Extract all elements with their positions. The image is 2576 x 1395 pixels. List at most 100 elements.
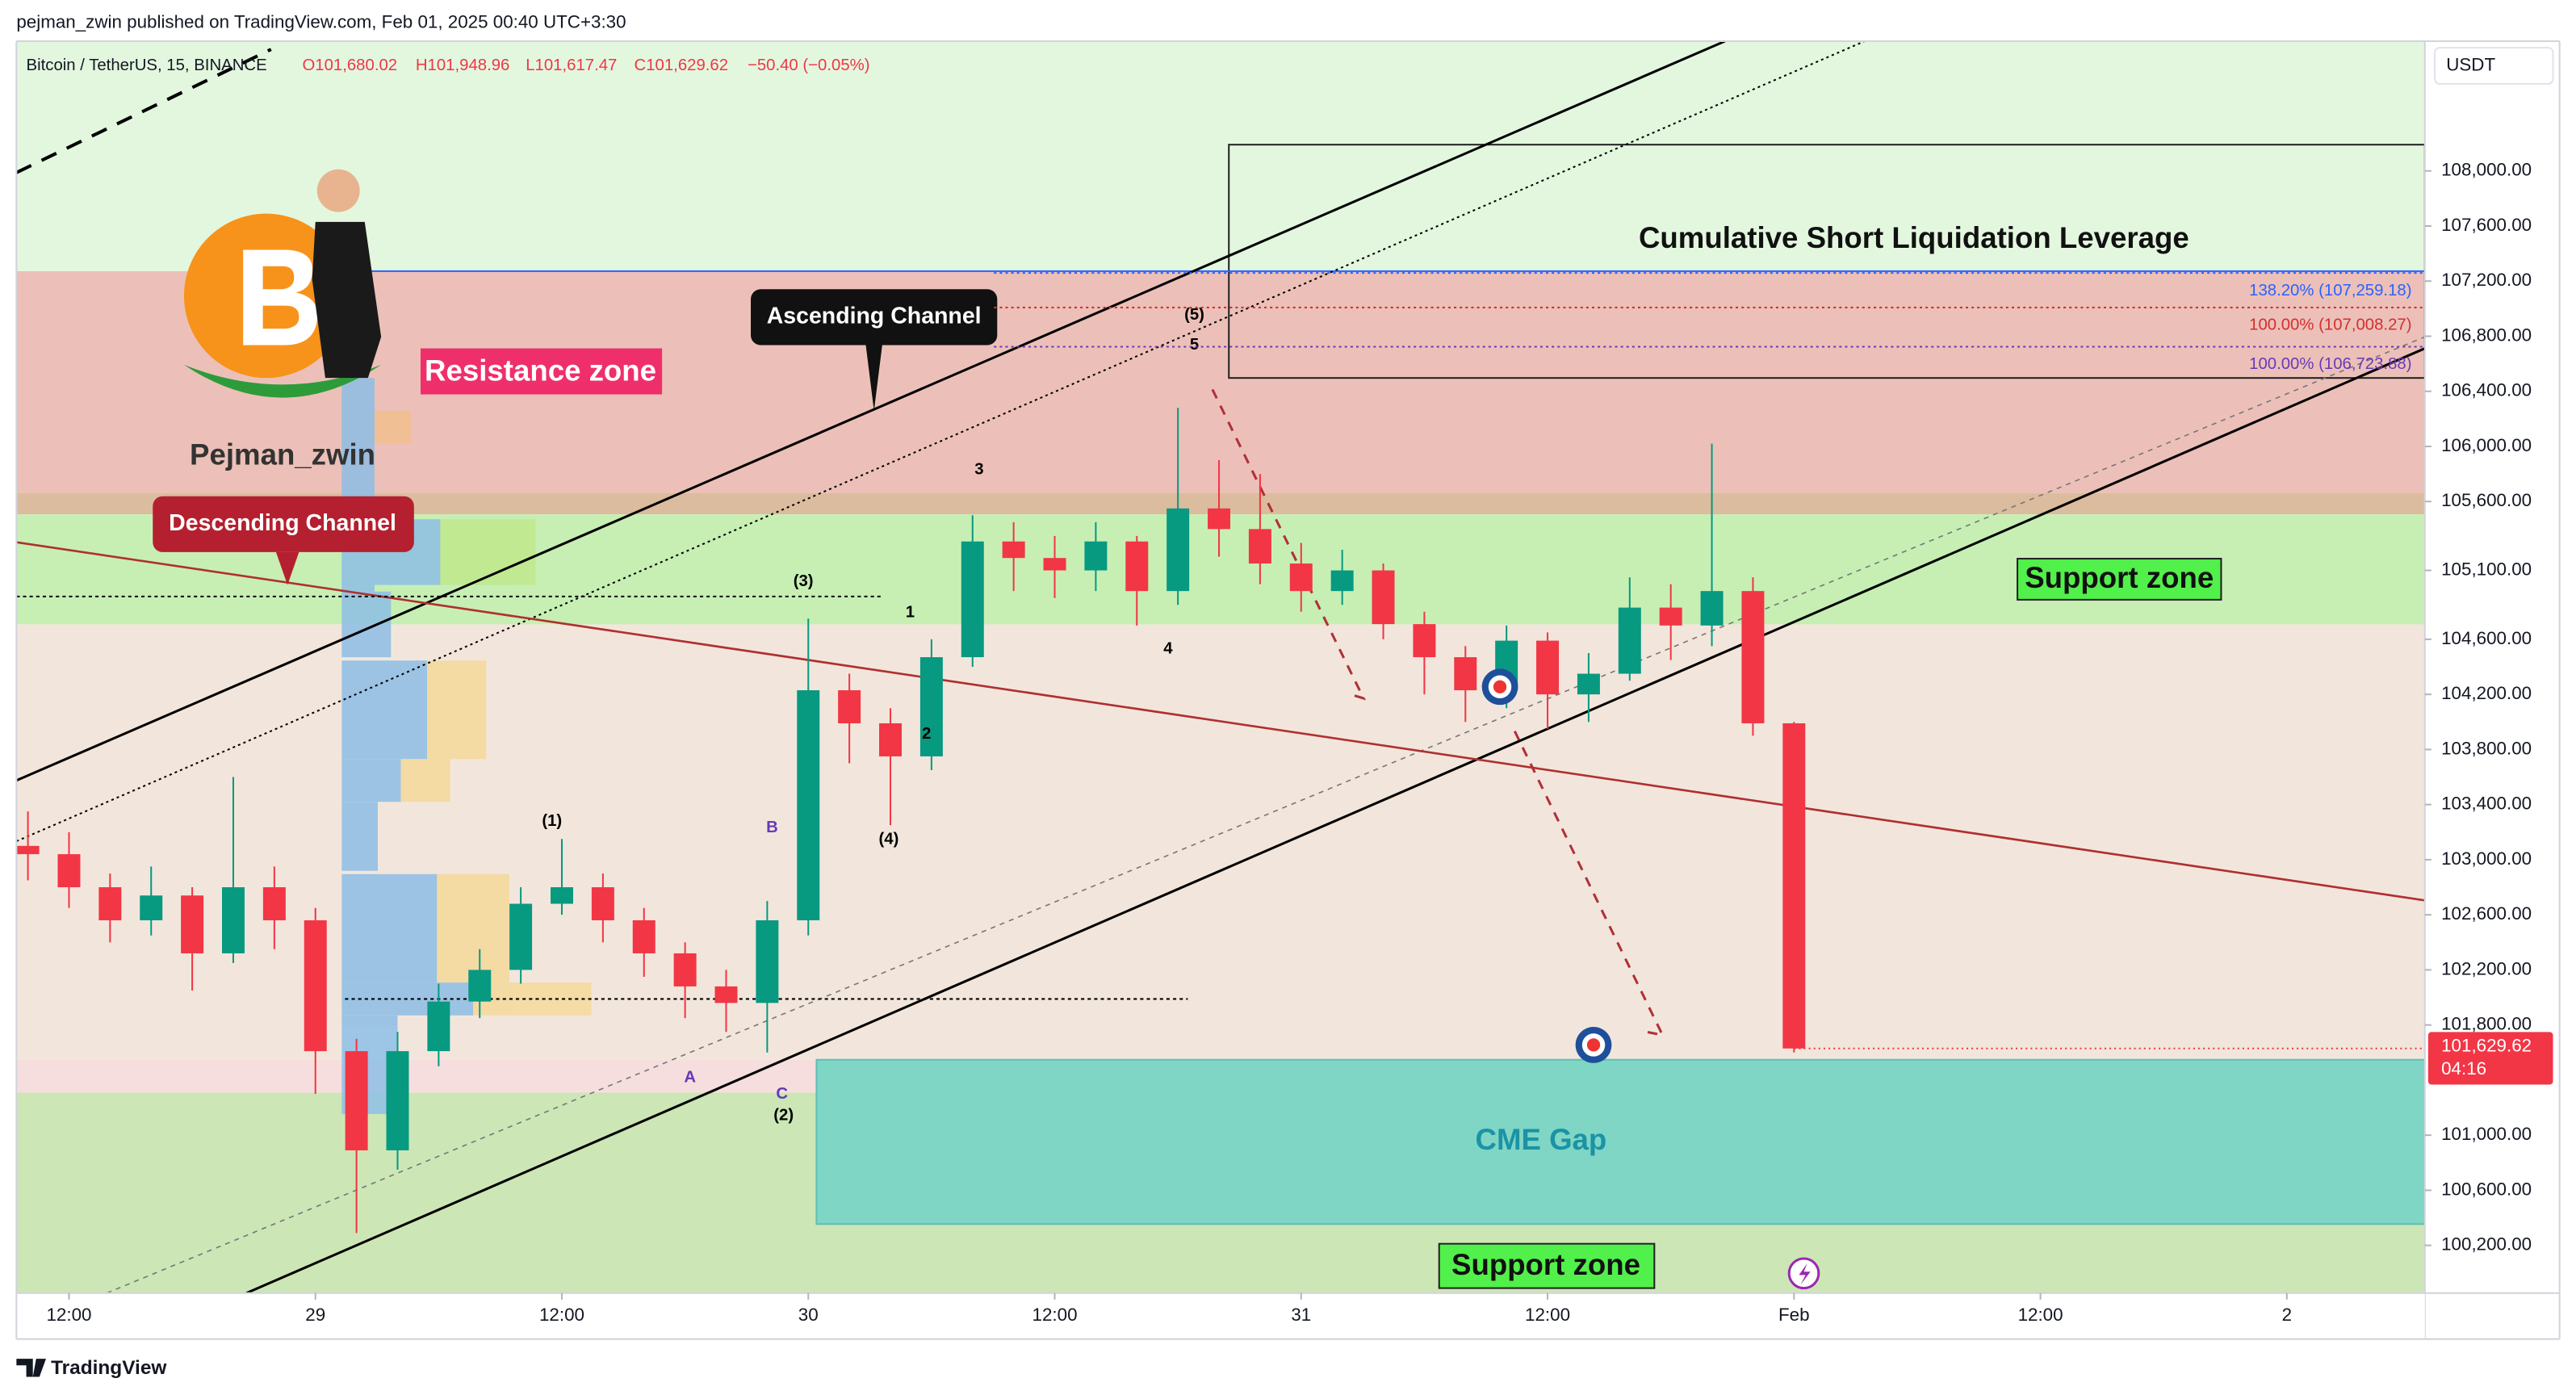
brand-name: Pejman_zwin xyxy=(190,438,375,471)
annotation: Support zone xyxy=(2025,561,2214,594)
candle-body xyxy=(140,895,163,920)
change: −50.40 (−0.05%) xyxy=(748,57,870,74)
y-tick-label: 100,600.00 xyxy=(2441,1179,2532,1199)
candle-body xyxy=(1659,607,1682,626)
candle-body xyxy=(57,854,81,888)
time-axis xyxy=(16,1292,2425,1339)
wave-label: (5) xyxy=(1184,306,1204,324)
candle-body xyxy=(1208,508,1231,530)
wave-label: 5 xyxy=(1190,336,1199,354)
y-tick-label: 104,200.00 xyxy=(2441,683,2532,703)
target-icon xyxy=(1575,1027,1612,1063)
wave-label: 4 xyxy=(1163,639,1173,657)
fib-label: 138.20% (107,259.18) xyxy=(2249,282,2411,300)
candle-body xyxy=(879,723,903,756)
x-tick-label: 29 xyxy=(305,1305,325,1325)
currency-box[interactable] xyxy=(2433,47,2554,85)
channel-line xyxy=(15,40,1866,843)
candle-body xyxy=(386,1051,409,1150)
candle-body xyxy=(262,887,286,920)
drawings xyxy=(15,40,2426,1295)
wave-label: (1) xyxy=(542,812,562,830)
candle-body xyxy=(797,690,820,920)
volume-bar xyxy=(341,759,401,802)
candle-body xyxy=(1248,529,1271,564)
candle-body xyxy=(1084,541,1108,571)
annotation: Descending Channel xyxy=(169,510,396,536)
y-tick-label: 102,200.00 xyxy=(2441,958,2532,978)
wave-label: 2 xyxy=(922,725,931,743)
label-box xyxy=(2017,558,2222,601)
x-tick-label: 12:00 xyxy=(1032,1305,1078,1325)
annotations: Resistance zone Ascending Channel Descen… xyxy=(153,169,2425,1290)
x-tick-label: 12:00 xyxy=(46,1305,91,1325)
candle-body xyxy=(1618,607,1641,674)
last-price-box xyxy=(2427,1032,2553,1085)
label-box xyxy=(751,289,998,346)
candle-body xyxy=(1782,723,1806,1049)
x-tick-label: Feb xyxy=(1778,1305,1810,1325)
candle-body xyxy=(1577,673,1600,695)
candle-body xyxy=(181,895,204,953)
candle-body xyxy=(1536,640,1560,695)
fib-label: 100.00% (106,723.88) xyxy=(2249,355,2411,373)
cme-gap xyxy=(815,1058,2426,1225)
y-tick-label: 100,200.00 xyxy=(2441,1234,2532,1255)
candle-body xyxy=(1741,591,1765,723)
y-tick-label: 105,600.00 xyxy=(2441,490,2532,510)
ohlc: H101,948.96 xyxy=(416,57,510,74)
annotation: Cumulative Short Liquidation Leverage xyxy=(1639,221,2189,254)
y-tick-label: 102,600.00 xyxy=(2441,903,2532,924)
volume-bar xyxy=(374,410,411,444)
publisher: pejman_zwin published on TradingView.com… xyxy=(16,12,626,32)
zone xyxy=(16,40,2425,271)
channel-line xyxy=(15,40,1726,782)
target-icon xyxy=(1481,668,1518,706)
candle-body xyxy=(1289,563,1313,592)
ohlc: L101,617.47 xyxy=(526,57,617,74)
candle-body xyxy=(221,887,245,953)
channel-line xyxy=(106,336,2426,1294)
volume-bar xyxy=(400,759,450,802)
y-tick-label: 106,000.00 xyxy=(2441,435,2532,455)
ohlc: C101,629.62 xyxy=(635,57,729,74)
y-tick-label: 103,000.00 xyxy=(2441,848,2532,869)
projection xyxy=(1211,388,1367,701)
annotation: Ascending Channel xyxy=(767,303,982,329)
label-pointer xyxy=(865,345,882,411)
x-tick-label: 31 xyxy=(1291,1305,1311,1325)
candle-body xyxy=(1454,657,1477,691)
y-tick-label: 108,000.00 xyxy=(2441,160,2532,180)
candle-body xyxy=(673,953,697,987)
volume-bar xyxy=(341,660,428,760)
candle-body xyxy=(1330,570,1354,592)
event-icon xyxy=(1799,1263,1811,1285)
volume-bar xyxy=(437,873,509,983)
label-box xyxy=(1438,1242,1656,1289)
brand-logo xyxy=(183,169,382,398)
candle-body xyxy=(1167,508,1190,592)
candle-body xyxy=(304,920,327,1052)
label-box xyxy=(153,496,414,552)
candle-body xyxy=(98,887,122,920)
candle-body xyxy=(961,541,984,658)
candle-body xyxy=(714,986,738,1003)
candle-body xyxy=(1125,541,1149,592)
volume-bar xyxy=(341,591,392,658)
y-tick-label: 101,000.00 xyxy=(2441,1124,2532,1144)
label-pointer xyxy=(275,551,299,585)
x-tick-label: 12:00 xyxy=(1525,1305,1570,1325)
candle-body xyxy=(16,845,40,855)
projection xyxy=(1513,731,1665,1037)
last-price: 101,629.62 xyxy=(2441,1036,2532,1056)
volume-bar xyxy=(341,873,438,983)
y-tick-label: 101,800.00 xyxy=(2441,1014,2532,1034)
wave-label: (3) xyxy=(794,572,814,590)
wave-label: A xyxy=(684,1068,696,1086)
candle-body xyxy=(427,1001,450,1052)
annotation: Resistance zone xyxy=(425,354,656,388)
descending-line xyxy=(16,541,2425,902)
candle-body xyxy=(551,887,573,904)
